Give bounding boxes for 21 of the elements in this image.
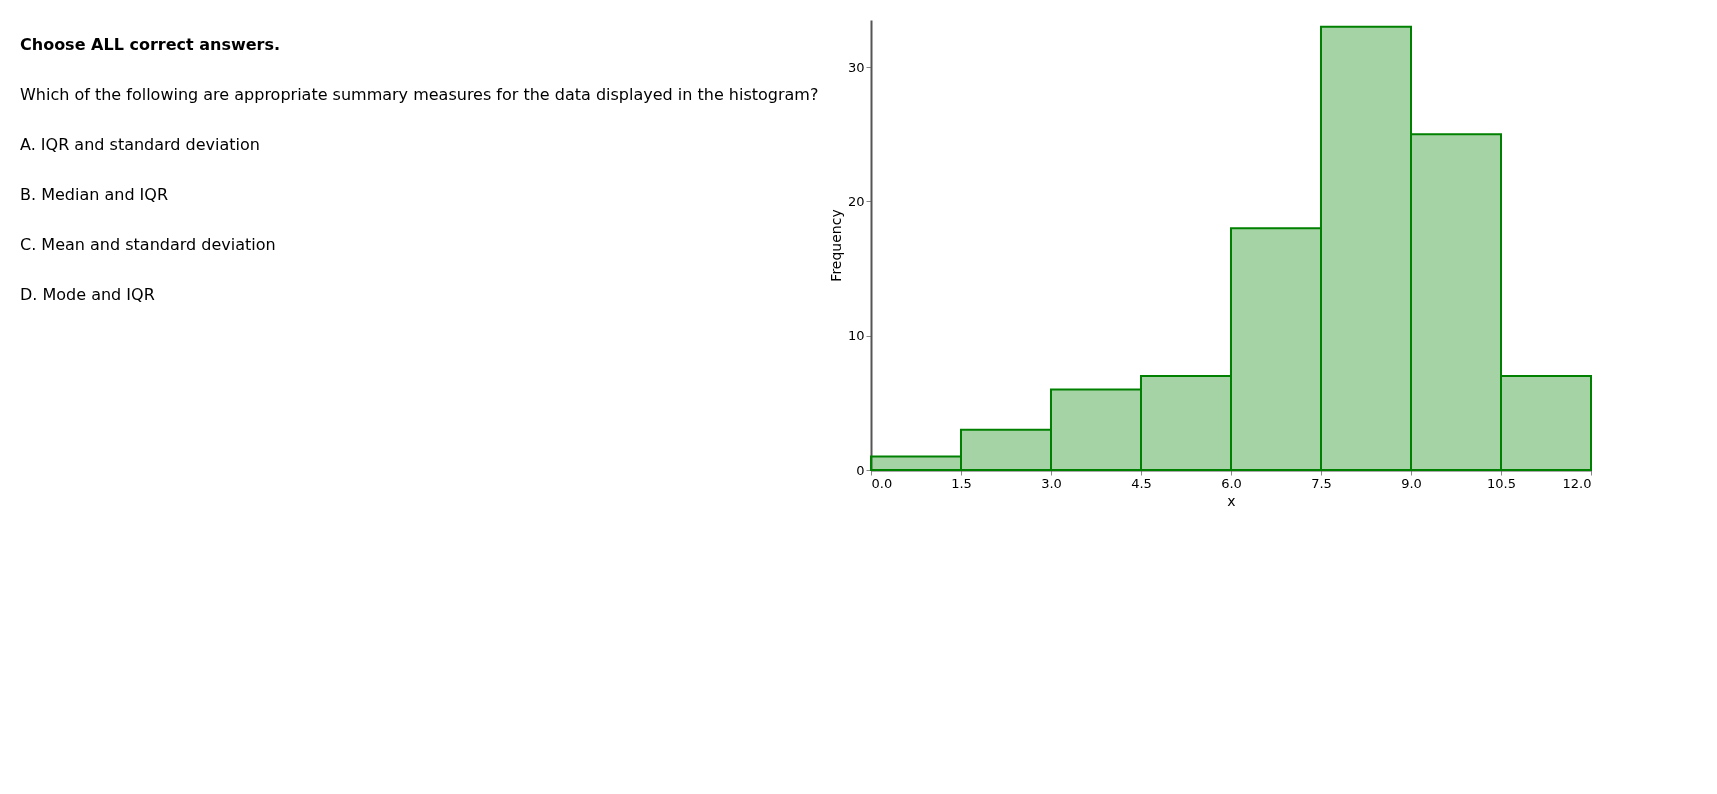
text: Which of the following are appropriate summary measures for the data displayed in the histogram? (20, 85, 819, 104)
x-tick-label: 10.5 (1487, 475, 1516, 491)
x-tick-label: 3.0 (1041, 475, 1062, 491)
x-tick-label: 4.5 (1131, 475, 1152, 491)
y-tick-label: 20 (847, 193, 865, 209)
y-axis-title: Frequency (827, 209, 844, 282)
text: Choose ALL correct answers. (20, 35, 281, 54)
text: D. Mode and IQR (20, 285, 155, 304)
y-tick-label: 10 (847, 328, 865, 344)
x-tick-label: 12.0 (1562, 475, 1592, 491)
x-tick-label: 1.5 (951, 475, 972, 491)
x-tick-label: 9.0 (1401, 475, 1422, 491)
x-tick-label: 6.0 (1221, 475, 1242, 491)
text: B. Median and IQR (20, 185, 169, 204)
text: C. Mean and standard deviation (20, 235, 276, 254)
text: A. IQR and standard deviation (20, 135, 260, 154)
x-axis-title: x (1227, 492, 1236, 509)
x-tick-label: 0.0 (871, 475, 893, 491)
y-tick-label: 30 (847, 59, 865, 75)
y-tick-label: 0 (856, 462, 865, 478)
x-tick-label: 7.5 (1311, 475, 1332, 491)
